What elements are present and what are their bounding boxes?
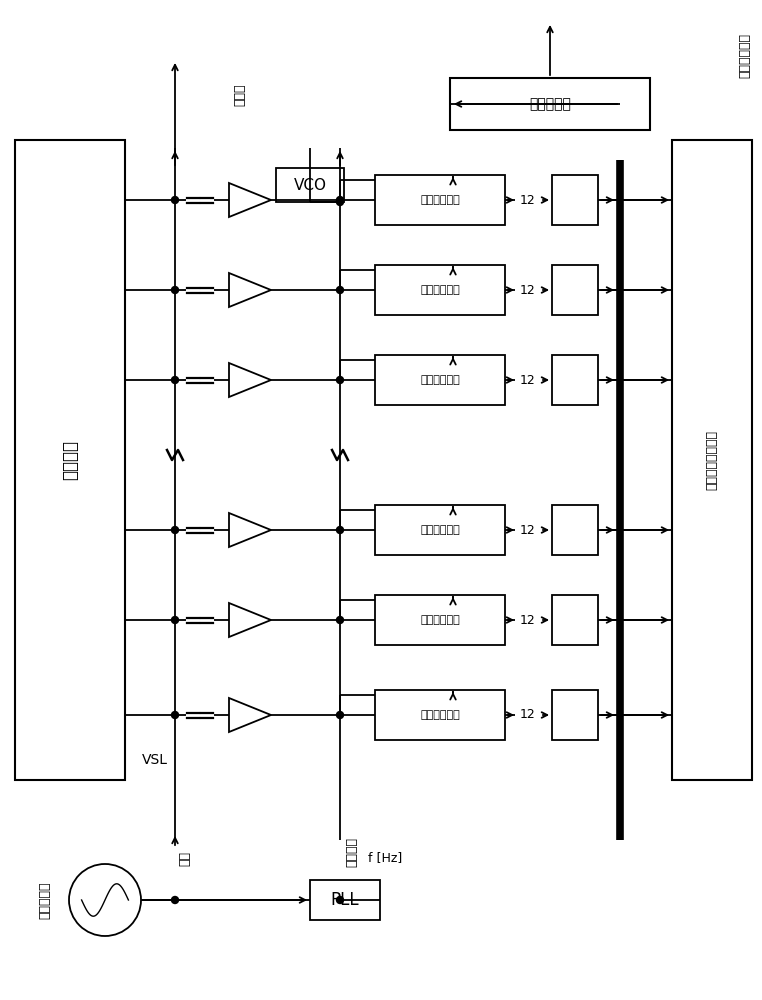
Circle shape — [171, 376, 178, 383]
Circle shape — [337, 286, 344, 294]
Circle shape — [337, 196, 344, 204]
Bar — [672, 140, 752, 780]
Text: 水平传输扫描电路: 水平传输扫描电路 — [706, 430, 719, 490]
Text: 图像处理器: 图像处理器 — [529, 97, 571, 111]
Circle shape — [171, 712, 178, 718]
Polygon shape — [229, 363, 271, 397]
Bar — [375, 175, 505, 225]
Text: 比较器: 比较器 — [233, 84, 246, 106]
Polygon shape — [229, 603, 271, 637]
Circle shape — [337, 896, 344, 904]
Circle shape — [171, 196, 178, 204]
Bar — [375, 690, 505, 740]
Circle shape — [171, 896, 178, 904]
Text: 斜坡发生器: 斜坡发生器 — [39, 881, 52, 919]
Bar — [552, 595, 598, 645]
Bar — [450, 78, 650, 130]
Polygon shape — [229, 183, 271, 217]
Text: VSL: VSL — [142, 753, 168, 767]
Text: 通往图像处理: 通往图像处理 — [738, 32, 751, 78]
Text: 计数器锁存器: 计数器锁存器 — [420, 615, 460, 625]
Circle shape — [337, 712, 344, 718]
Text: 12: 12 — [520, 524, 536, 536]
Polygon shape — [229, 698, 271, 732]
Text: 斜坡: 斜坡 — [178, 850, 191, 865]
Circle shape — [171, 616, 178, 624]
Circle shape — [337, 526, 344, 534]
Text: 计数器锁存器: 计数器锁存器 — [420, 525, 460, 535]
Text: PLL: PLL — [331, 891, 360, 909]
Bar — [552, 505, 598, 555]
Circle shape — [171, 526, 178, 534]
Bar — [552, 690, 598, 740]
Circle shape — [171, 286, 178, 294]
Text: 12: 12 — [520, 708, 536, 722]
Bar — [276, 168, 344, 202]
Text: 计数器锁存器: 计数器锁存器 — [420, 710, 460, 720]
Text: 计数器锁存器: 计数器锁存器 — [420, 375, 460, 385]
Polygon shape — [229, 273, 271, 307]
Circle shape — [337, 198, 344, 206]
Text: 12: 12 — [520, 284, 536, 296]
Text: 12: 12 — [520, 373, 536, 386]
Text: 12: 12 — [520, 613, 536, 626]
Circle shape — [337, 376, 344, 383]
Bar — [310, 880, 380, 920]
Bar — [552, 355, 598, 405]
Text: 12: 12 — [520, 194, 536, 207]
Bar — [552, 265, 598, 315]
Text: f [Hz]: f [Hz] — [368, 852, 402, 864]
Text: VCO: VCO — [293, 178, 326, 192]
Bar — [552, 175, 598, 225]
Polygon shape — [229, 513, 271, 547]
Bar — [375, 265, 505, 315]
Bar — [375, 355, 505, 405]
Circle shape — [337, 616, 344, 624]
Text: 计数器锁存器: 计数器锁存器 — [420, 195, 460, 205]
Bar — [15, 140, 125, 780]
Text: 参考时钟: 参考时钟 — [345, 837, 358, 867]
Bar — [375, 595, 505, 645]
Text: 计数器锁存器: 计数器锁存器 — [420, 285, 460, 295]
Text: 像素阵列: 像素阵列 — [61, 440, 79, 480]
Circle shape — [69, 864, 141, 936]
Bar — [375, 505, 505, 555]
